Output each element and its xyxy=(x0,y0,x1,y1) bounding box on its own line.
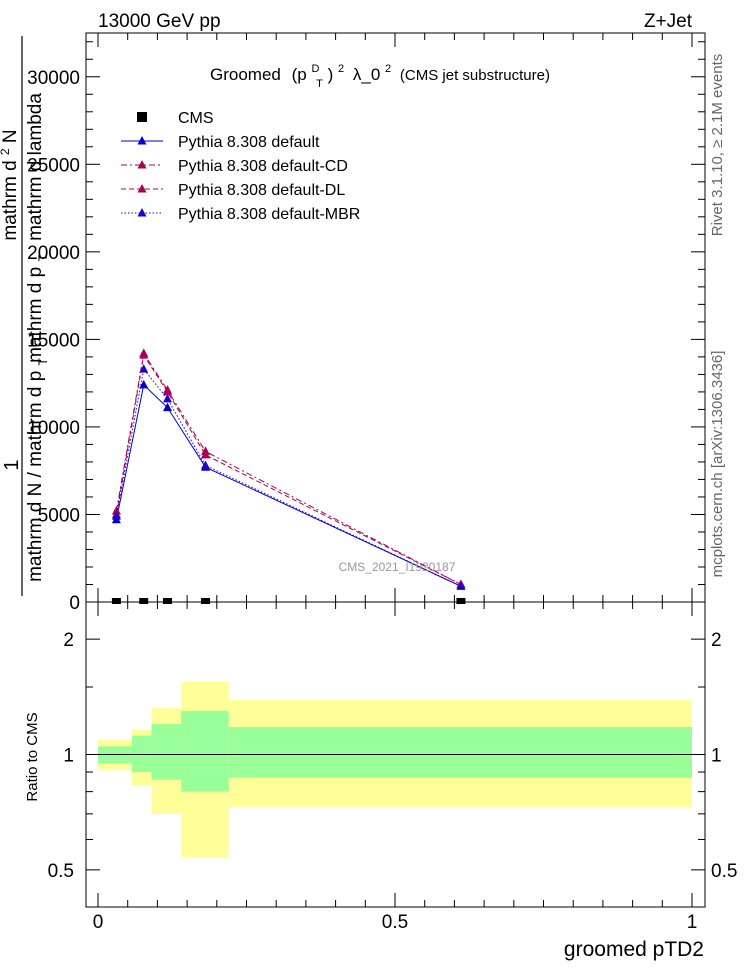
data-point-mc xyxy=(201,460,211,469)
legend-label: Pythia 8.308 default-MBR xyxy=(178,206,360,223)
data-point-cms xyxy=(201,598,211,604)
main-ytick-label: 20000 xyxy=(27,243,80,264)
title-main: Groomed xyxy=(210,65,281,84)
main-ytick-label: 15000 xyxy=(27,330,80,351)
legend-label: CMS xyxy=(178,110,214,127)
data-point-mc xyxy=(162,393,172,403)
ratio-ytick-label-right: 2 xyxy=(711,630,722,651)
xtick-label: 0.5 xyxy=(382,912,408,933)
legend-item: CMS xyxy=(137,110,214,127)
ratio-xlabel: groomed pTD2 xyxy=(564,938,704,961)
series-1 xyxy=(111,379,466,590)
ratio-plot-frame xyxy=(85,601,706,908)
ratio-band-inner xyxy=(228,726,692,778)
ratio-band-inner xyxy=(151,724,182,780)
ratio-band-inner xyxy=(181,710,229,792)
ylabel-num-rest: mathrm d N / mathrm d p xyxy=(25,371,46,582)
legend: CMS Pythia 8.308 default Pythia 8.308 defa… xyxy=(121,110,360,223)
main-ylabel: 1 mathrm d N / mathrm d p T mathrm d 2 N… xyxy=(0,36,52,596)
title-sub1: T xyxy=(316,78,323,90)
ylabel-denominator-top: mathrm d 2 N xyxy=(0,129,21,240)
series-line xyxy=(115,383,462,587)
data-point-mc xyxy=(456,581,466,590)
ratio-plot-area: 0.5 0.5 1 1 2 2 0 0.5 1 xyxy=(48,602,737,933)
mcplots-label: mcplots.cern.ch [arXiv:1306.3436] xyxy=(709,351,726,578)
header-process: Z+Jet xyxy=(644,11,693,32)
data-point-mc xyxy=(139,350,149,359)
ylabel-numerator: mathrm d N / mathrm d p T xyxy=(25,357,50,581)
data-point-cms xyxy=(139,598,149,604)
data-point-cms xyxy=(162,598,172,604)
ylabel-den-bottom: mathrm d lambda xyxy=(25,93,46,241)
ylabel-den-mid-sub: T xyxy=(36,254,50,262)
title-sup2: 2 xyxy=(338,63,344,75)
ratio-band-inner xyxy=(131,735,152,773)
ylabel-den-sup: 2 xyxy=(0,148,12,155)
series-line xyxy=(115,367,462,587)
ratio-ytick-label: 2 xyxy=(63,630,74,651)
series-4 xyxy=(111,364,466,590)
data-point-cms xyxy=(111,598,121,604)
legend-marker xyxy=(137,184,147,193)
legend-item: Pythia 8.308 default-CD xyxy=(121,158,348,175)
legend-item: Pythia 8.308 default-MBR xyxy=(121,206,360,223)
title-close: ) xyxy=(328,65,334,84)
series-0 xyxy=(111,598,466,604)
main-ytick-label: 25000 xyxy=(27,155,80,176)
title-lambda: λ_0 xyxy=(353,65,380,84)
legend-label: Pythia 8.308 default-CD xyxy=(178,158,348,175)
data-point-cms xyxy=(456,598,466,604)
ylabel-denominator-mid: mathrm d p T mathrm d lambda xyxy=(25,93,52,363)
main-ytick-label: 5000 xyxy=(38,505,80,526)
ylabel-num-sub: T xyxy=(36,357,50,365)
data-point-mc xyxy=(201,449,211,459)
legend-item: Pythia 8.308 default-DL xyxy=(121,182,345,199)
series-2 xyxy=(111,348,466,588)
ylabel-numerator-one: 1 xyxy=(1,459,23,470)
series-line xyxy=(115,353,462,585)
data-point-mc xyxy=(111,511,121,520)
legend-marker xyxy=(137,208,147,217)
main-ytick-label: 10000 xyxy=(27,418,80,439)
xtick-label: 0 xyxy=(93,912,104,933)
data-point-mc xyxy=(162,402,172,412)
ylabel-den-top-rest: N xyxy=(0,129,21,143)
ylabel-den-mid: mathrm d p xyxy=(25,267,46,363)
main-ytick-label: 30000 xyxy=(27,68,80,89)
data-point-mc xyxy=(162,386,172,396)
title-sup3: 2 xyxy=(385,63,391,75)
header-energy: 13000 GeV pp xyxy=(98,11,221,32)
xtick-label: 1 xyxy=(687,912,698,933)
ratio-ytick-label-right: 1 xyxy=(711,746,722,767)
data-point-mc xyxy=(139,364,149,373)
legend-label: Pythia 8.308 default xyxy=(178,134,320,151)
ratio-ylabel: Ratio to CMS xyxy=(24,712,41,801)
rivet-label: Rivet 3.1.10, ≥ 2.1M events xyxy=(709,54,726,237)
main-plot-area: 0 5000 10000 15000 20000 25000 30000 xyxy=(27,33,705,614)
title-suffix: (CMS jet substructure) xyxy=(400,67,550,84)
data-point-mc xyxy=(139,379,149,389)
ylabel-den-top: mathrm d xyxy=(0,160,21,240)
title-formula: (p xyxy=(292,65,307,84)
legend-label: Pythia 8.308 default-DL xyxy=(178,182,345,199)
title-sup1: D xyxy=(311,63,319,75)
main-ytick-label: 0 xyxy=(69,593,80,614)
analysis-watermark: CMS_2021_I1920187 xyxy=(339,560,456,574)
ratio-ytick-label: 1 xyxy=(63,746,74,767)
legend-item: Pythia 8.308 default xyxy=(121,134,320,151)
plot-title: Groomed (p D T ) 2 λ_0 2 (CMS jet substr… xyxy=(210,57,550,91)
legend-marker xyxy=(137,160,147,169)
legend-marker xyxy=(137,136,147,145)
ratio-ytick-label-right: 0.5 xyxy=(711,861,737,882)
legend-swatch xyxy=(137,112,147,122)
ratio-ytick-label: 0.5 xyxy=(48,861,74,882)
